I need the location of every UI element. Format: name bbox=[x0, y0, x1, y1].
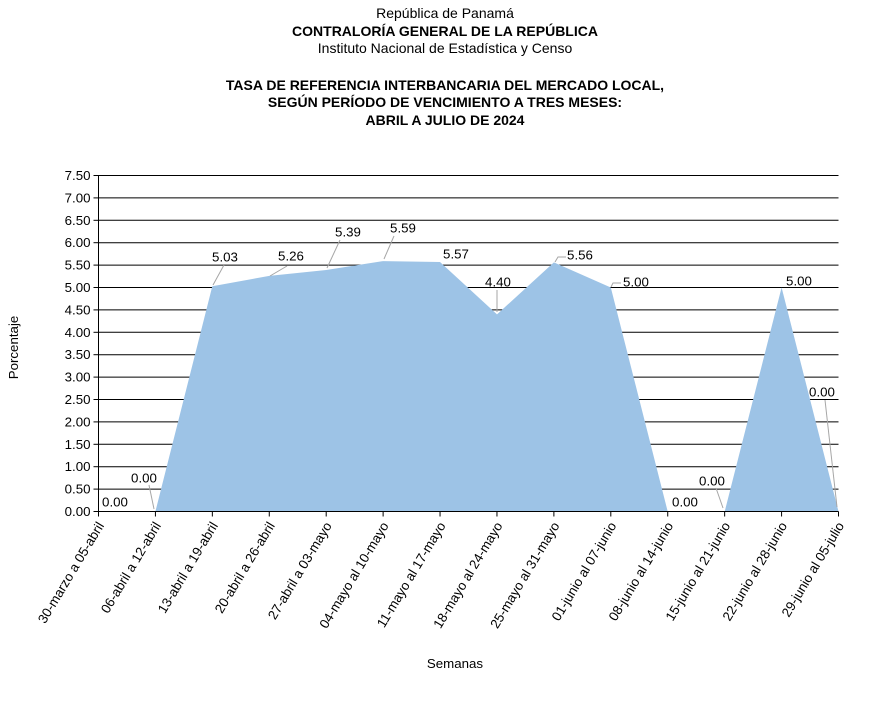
y-tick-label: 4.00 bbox=[65, 325, 91, 340]
x-tick-label: 29-junio al 05-julio bbox=[779, 519, 847, 619]
header-country: República de Panamá bbox=[376, 5, 514, 21]
x-tick-label: 06-abril a 12-abril bbox=[98, 519, 164, 615]
data-label: 5.26 bbox=[278, 249, 304, 264]
leader-line bbox=[212, 264, 225, 286]
leader-line bbox=[383, 235, 395, 260]
data-label: 0.00 bbox=[699, 474, 725, 489]
data-label: 0.00 bbox=[809, 385, 835, 400]
x-tick-label: 30-marzo a 05-abril bbox=[35, 519, 107, 626]
x-axis-title: Semanas bbox=[427, 656, 484, 671]
header-institute: Instituto Nacional de Estadística y Cens… bbox=[317, 40, 573, 56]
data-label: 5.39 bbox=[335, 225, 361, 240]
y-tick-label: 3.00 bbox=[65, 370, 91, 385]
x-tick-label: 08-junio al 14-junio bbox=[606, 519, 677, 623]
data-label: 5.57 bbox=[443, 247, 469, 262]
x-tick-label: 22-junio al 28-junio bbox=[719, 519, 790, 623]
x-tick-label: 01-junio al 07-junio bbox=[549, 519, 620, 623]
x-tick-label: 20-abril a 26-abril bbox=[212, 519, 278, 615]
x-tick-label: 27-abril a 03-mayo bbox=[265, 519, 335, 622]
y-tick-label: 1.00 bbox=[65, 459, 91, 474]
y-tick-label: 7.00 bbox=[65, 190, 91, 205]
y-tick-label: 4.50 bbox=[65, 302, 91, 317]
chart-title-line-2: SEGÚN PERÍODO DE VENCIMIENTO A TRES MESE… bbox=[267, 94, 623, 110]
data-label: 5.59 bbox=[390, 221, 416, 236]
report-header: República de Panamá CONTRALORÍA GENERAL … bbox=[0, 5, 890, 129]
y-tick-label: 3.50 bbox=[65, 347, 91, 362]
leader-line bbox=[824, 399, 838, 508]
chart-title: TASA DE REFERENCIA INTERBANCARIA DEL MER… bbox=[0, 77, 890, 130]
leader-line bbox=[326, 239, 341, 269]
data-label: 0.00 bbox=[102, 495, 128, 510]
data-label: 4.40 bbox=[485, 275, 511, 290]
data-label: 5.00 bbox=[786, 274, 812, 289]
y-tick-label: 5.50 bbox=[65, 258, 91, 273]
leader-line bbox=[554, 256, 566, 263]
leader-line bbox=[269, 265, 288, 277]
y-tick-label: 6.50 bbox=[65, 213, 91, 228]
data-label: 0.00 bbox=[131, 471, 157, 486]
data-label: 5.56 bbox=[567, 248, 593, 263]
chart-title-line-3: ABRIL A JULIO DE 2024 bbox=[365, 111, 525, 128]
header-institution: CONTRALORÍA GENERAL DE LA REPÚBLICA bbox=[292, 22, 598, 39]
x-tick-label: 15-junio al 21-junio bbox=[662, 519, 733, 623]
y-tick-label: 6.00 bbox=[65, 235, 91, 250]
leader-line bbox=[715, 487, 724, 509]
y-tick-label: 0.50 bbox=[65, 482, 91, 497]
y-tick-label: 7.50 bbox=[65, 168, 91, 183]
y-tick-label: 5.00 bbox=[65, 280, 91, 295]
y-tick-label: 2.00 bbox=[65, 414, 91, 429]
y-tick-label: 2.50 bbox=[65, 392, 91, 407]
area-series bbox=[98, 261, 839, 512]
y-tick-label: 0.00 bbox=[65, 504, 91, 519]
data-label: 0.00 bbox=[672, 495, 698, 510]
leader-line bbox=[610, 282, 621, 288]
y-axis-title: Porcentaje bbox=[6, 316, 21, 380]
data-label: 5.00 bbox=[623, 275, 649, 290]
x-tick-label: 13-abril a 19-abril bbox=[155, 519, 221, 615]
leader-line bbox=[148, 484, 155, 510]
data-label: 5.03 bbox=[212, 250, 238, 265]
y-tick-label: 1.50 bbox=[65, 437, 91, 452]
chart-title-line-1: TASA DE REFERENCIA INTERBANCARIA DEL MER… bbox=[225, 76, 665, 93]
